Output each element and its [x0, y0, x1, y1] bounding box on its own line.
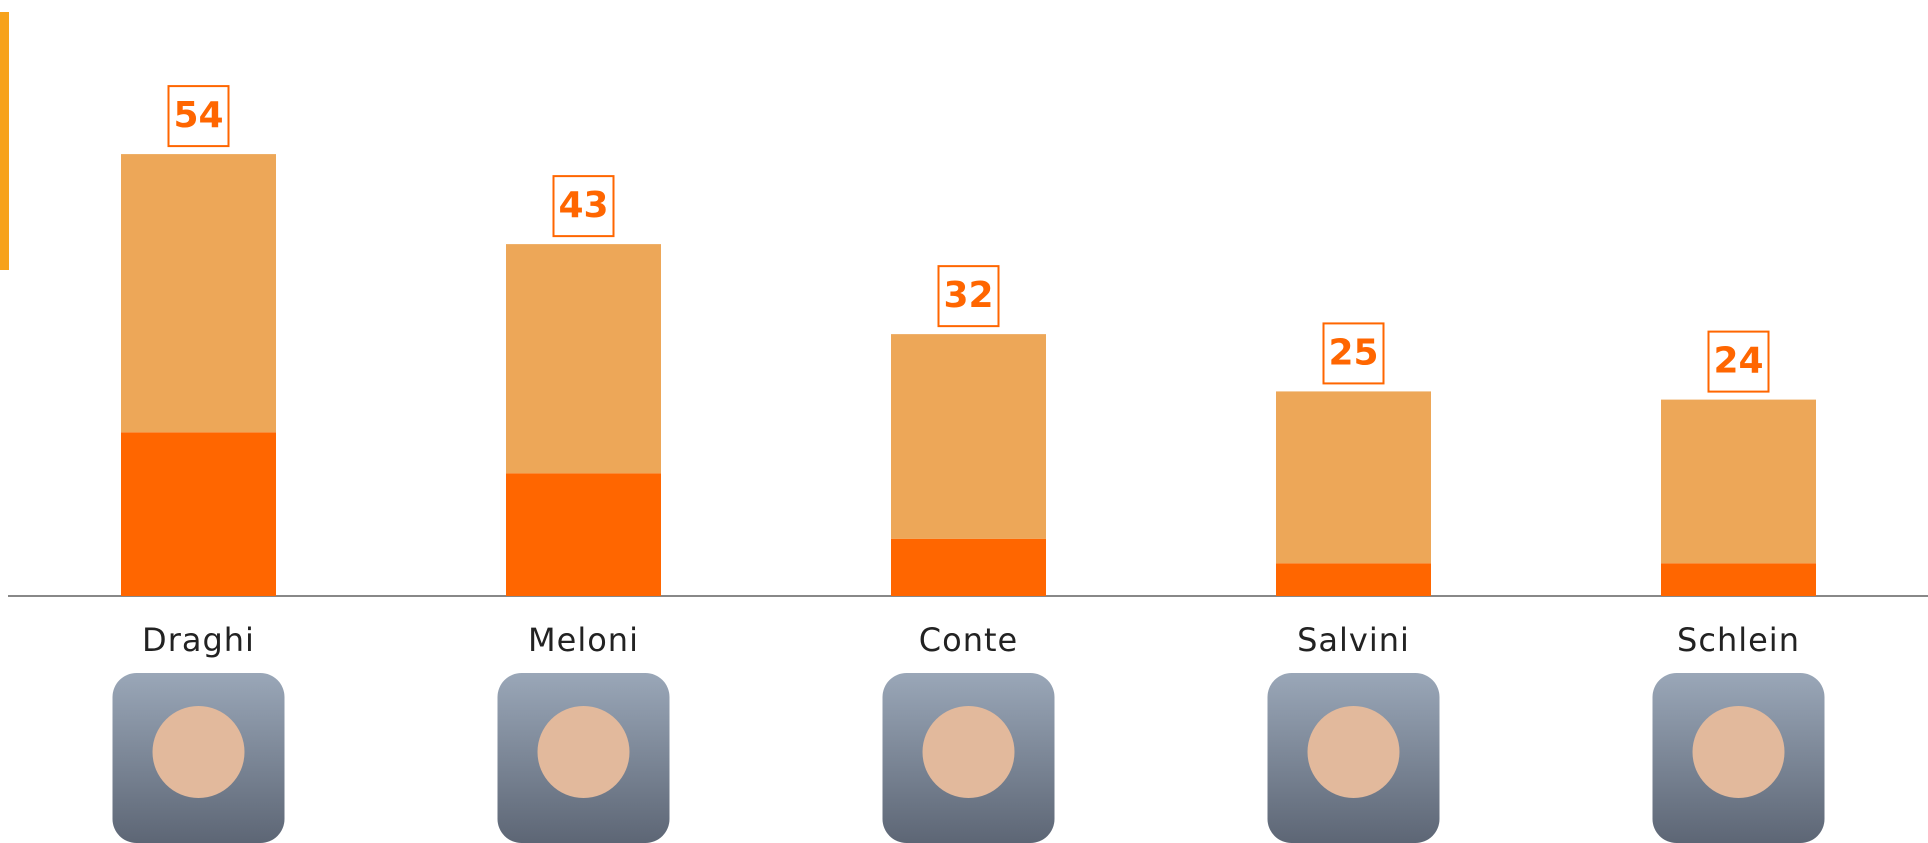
bar-segment: [1661, 563, 1816, 596]
bar-segment: [121, 154, 276, 433]
photo-face: [1307, 706, 1400, 798]
category-label: Meloni: [528, 621, 639, 659]
total-label: 25: [1328, 332, 1378, 373]
total-box: [1322, 322, 1385, 385]
total-box: [167, 85, 230, 148]
bar-segment: [1276, 391, 1431, 564]
bar-segment: [891, 538, 1046, 596]
photo-face: [1692, 706, 1785, 798]
category-label: Schlein: [1677, 621, 1800, 659]
total-label: 32: [943, 275, 993, 316]
bar-segment: [1661, 399, 1816, 564]
category-label: Conte: [919, 621, 1018, 659]
bar-segment: [891, 334, 1046, 539]
accent-bar: [0, 12, 9, 270]
bar-segment: [506, 473, 661, 596]
bar-segment: [506, 244, 661, 474]
total-label: 43: [558, 185, 608, 226]
bar-segment: [1276, 563, 1431, 596]
photo-face: [922, 706, 1015, 798]
total-label: 24: [1713, 341, 1763, 382]
photo-face: [537, 706, 630, 798]
total-box: [1707, 330, 1770, 393]
total-label: 54: [173, 95, 223, 136]
bar-segment: [121, 432, 276, 596]
photo-face: [152, 706, 245, 798]
category-label: Salvini: [1297, 621, 1410, 659]
total-box: [552, 175, 615, 238]
category-label: Draghi: [142, 621, 255, 659]
total-box: [937, 265, 1000, 328]
